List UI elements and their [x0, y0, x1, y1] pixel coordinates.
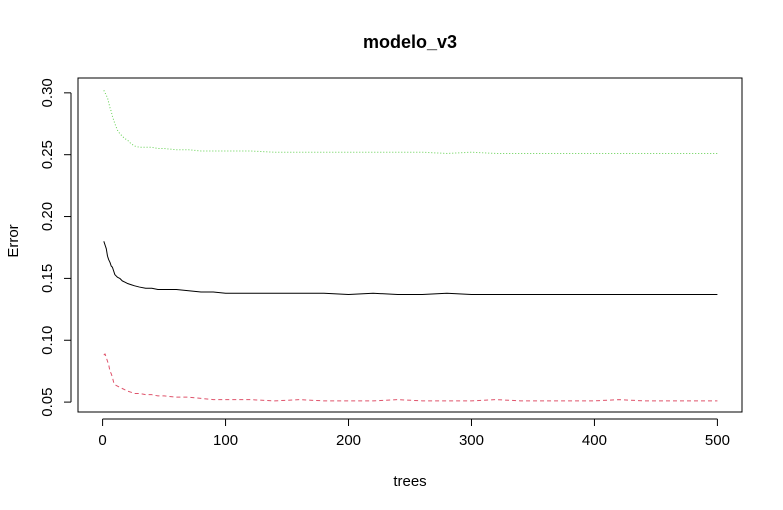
x-tick-label: 500: [705, 432, 730, 449]
y-tick-label: 0.10: [39, 326, 56, 355]
y-tick-label: 0.20: [39, 202, 56, 231]
x-tick-label: 400: [582, 432, 607, 449]
y-tick-label: 0.05: [39, 388, 56, 417]
x-tick-label: 0: [98, 432, 106, 449]
x-tick-label: 100: [213, 432, 238, 449]
y-tick-label: 0.30: [39, 78, 56, 107]
series-line-3: [103, 90, 718, 154]
y-axis: 0.05 0.10 0.15 0.20 0.25 0.30: [39, 78, 72, 417]
plot-frame: [77, 77, 743, 413]
series-line-2: [103, 353, 718, 402]
y-tick-label: 0.15: [39, 264, 56, 293]
x-tick-label: 200: [336, 432, 361, 449]
series-line-1: [103, 241, 718, 295]
x-axis-label: trees: [393, 473, 426, 490]
x-tick-label: 300: [459, 432, 484, 449]
x-axis: 0 100 200 300 400 500: [98, 418, 730, 449]
chart-title: modelo_v3: [363, 32, 457, 52]
y-axis-label: Error: [5, 224, 22, 257]
series-layer: [103, 90, 718, 402]
y-tick-label: 0.25: [39, 140, 56, 169]
